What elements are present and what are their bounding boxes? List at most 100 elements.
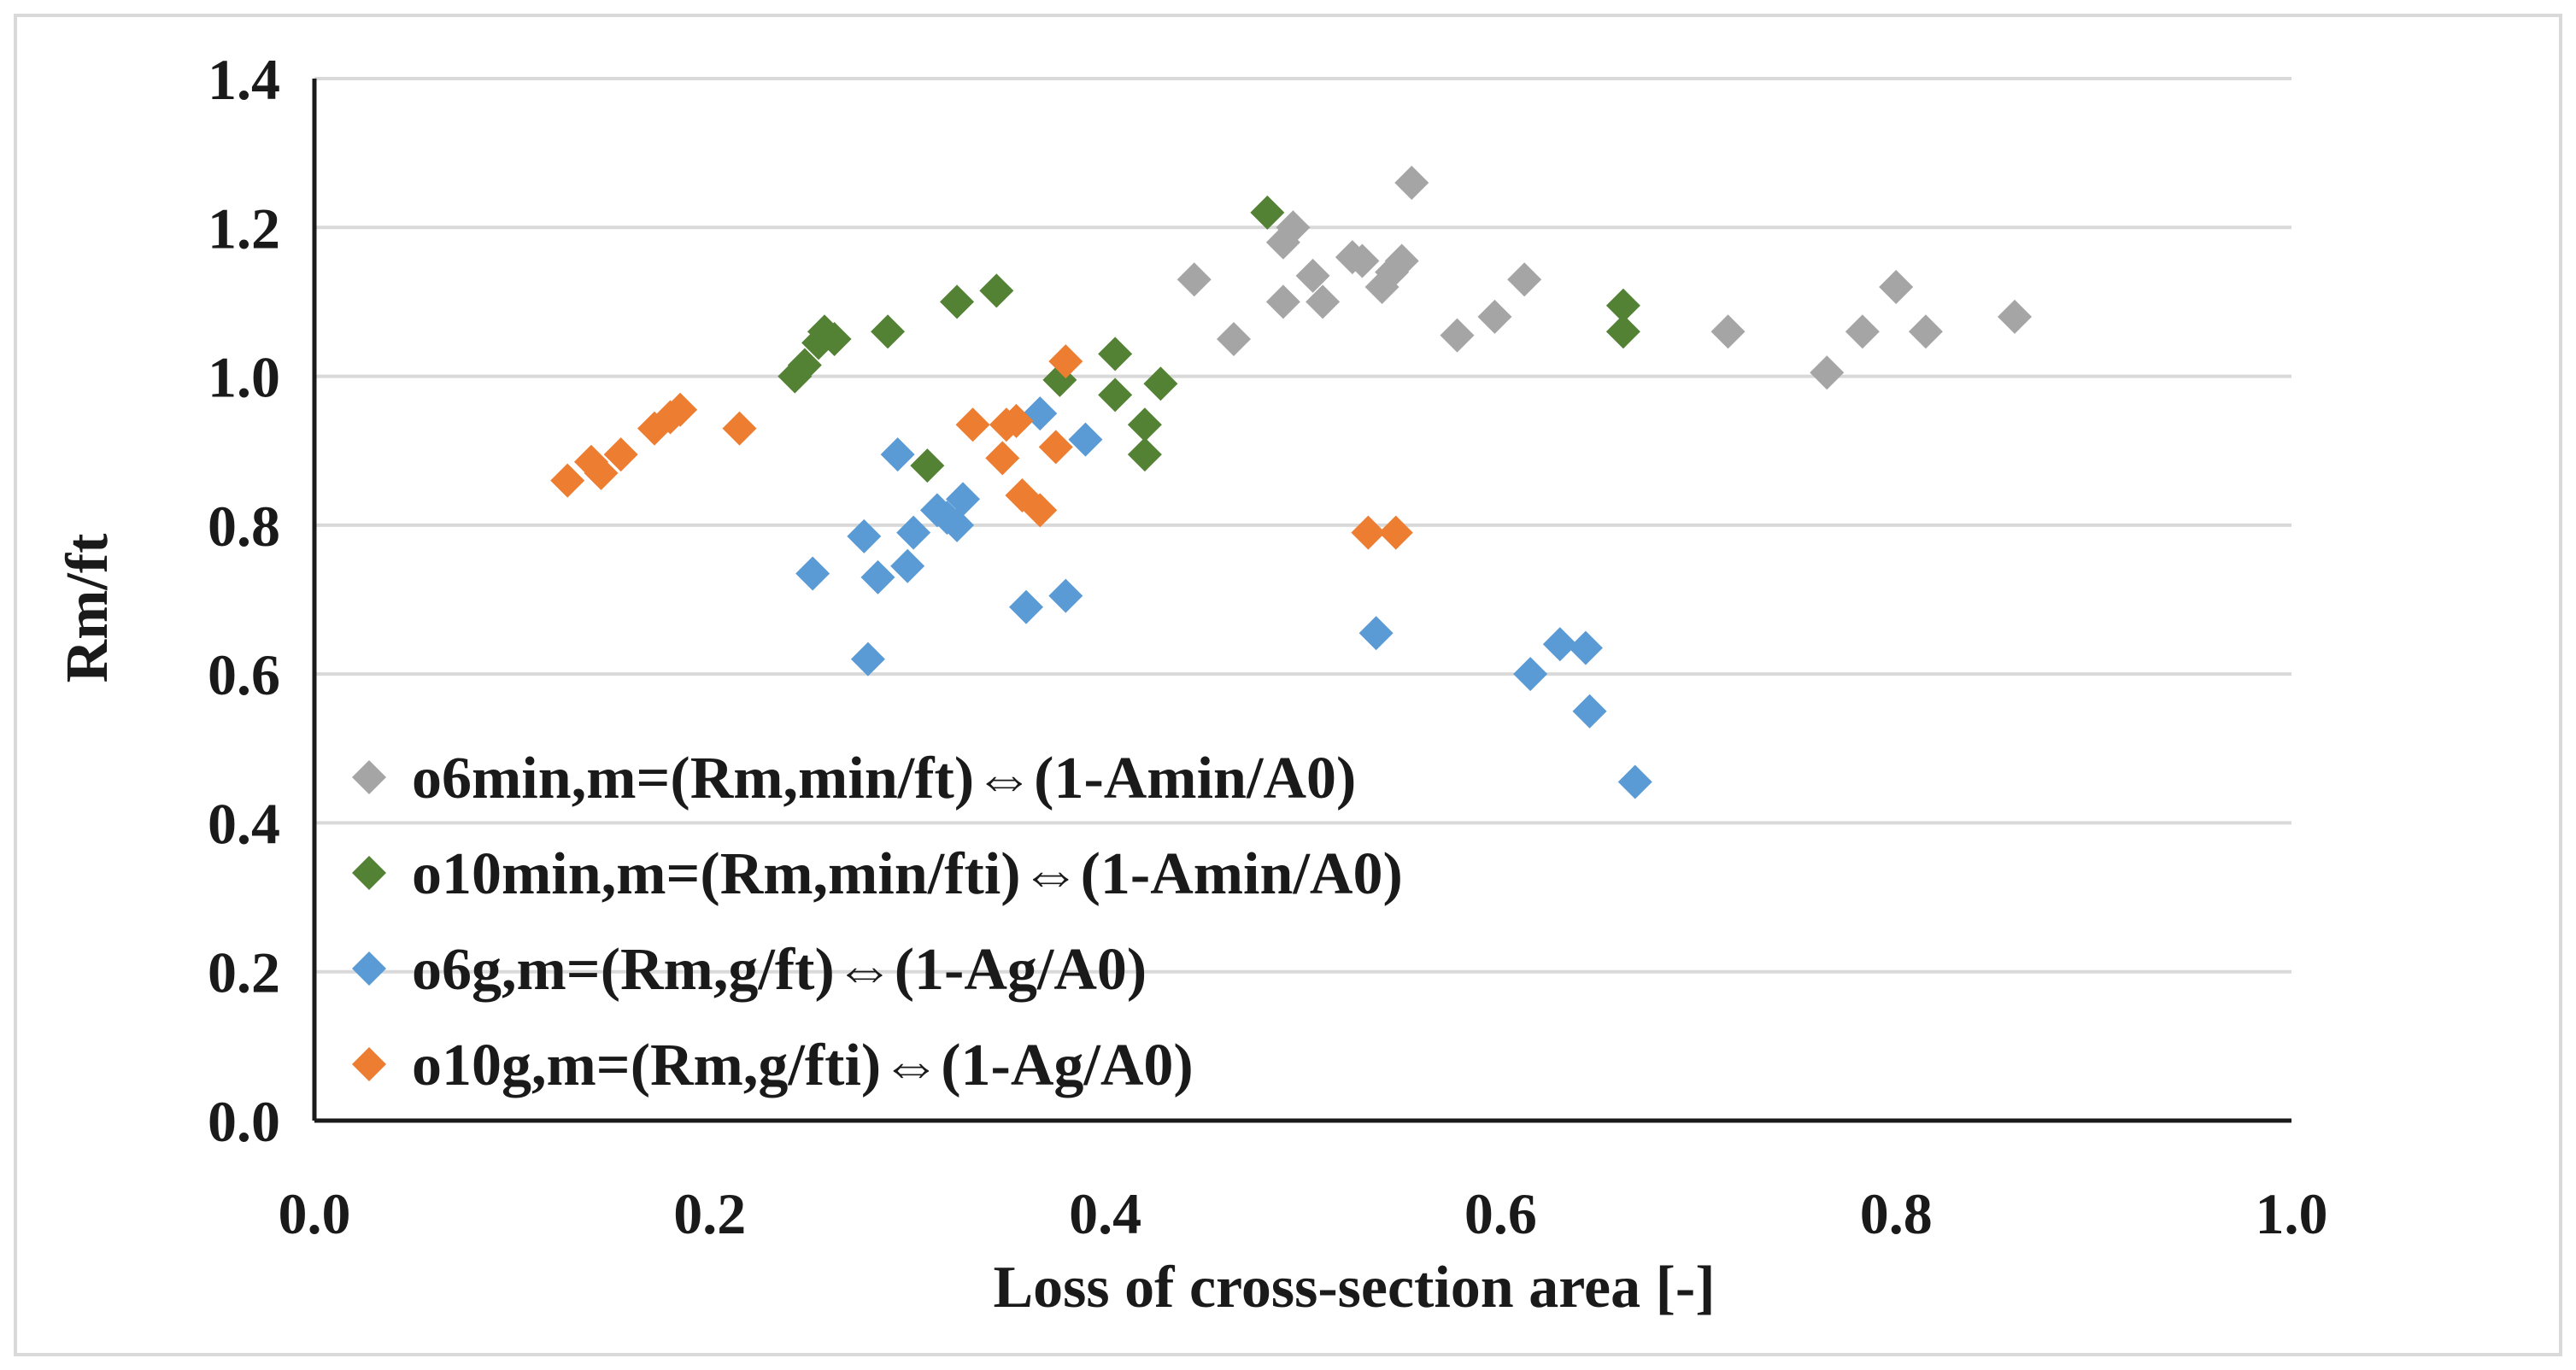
y-tick-label: 1.0	[208, 345, 280, 410]
data-point	[1440, 318, 1475, 353]
data-point	[1384, 243, 1419, 278]
y-tick-label: 0.8	[208, 494, 280, 559]
data-points	[550, 166, 2033, 799]
data-point	[722, 411, 757, 446]
y-tick-label: 1.4	[208, 47, 280, 112]
data-point	[999, 403, 1034, 438]
data-point	[1572, 694, 1607, 729]
data-point	[1845, 314, 1880, 349]
y-axis-title: Rm/ft	[55, 534, 120, 683]
data-point	[1394, 166, 1429, 200]
y-tick-label: 1.2	[208, 196, 280, 261]
data-point	[1143, 366, 1178, 401]
x-axis-title: Loss of cross-section area [-]	[993, 1255, 1715, 1320]
data-point	[550, 463, 585, 498]
tick-labels: 0.0 0.2 0.4 0.6 0.8 1.0 1.2 1.4 0.0 0.2 0.4 0.6 0.8 1…	[208, 47, 2328, 1246]
data-point	[1009, 589, 1044, 624]
x-tick-label: 0.0	[279, 1181, 351, 1246]
data-point	[880, 437, 915, 472]
data-point	[1048, 344, 1083, 379]
data-point	[945, 482, 980, 517]
series-1	[1177, 166, 2033, 390]
data-point	[1542, 627, 1577, 662]
data-point	[1038, 430, 1073, 465]
data-point	[1098, 378, 1133, 413]
data-point	[1265, 284, 1300, 319]
data-point	[1378, 515, 1413, 550]
data-point	[1908, 314, 1943, 349]
data-point	[1477, 299, 1512, 334]
y-tick-label: 0.6	[208, 642, 280, 707]
data-point	[1048, 578, 1083, 613]
data-point	[603, 437, 638, 472]
legend-label: o6g,m=(Rm,g/ft)⇔(1-Ag/A0)	[412, 937, 1147, 1003]
legend-label: o6min,m=(Rm,min/ft)⇔(1-Amin/A0)	[412, 746, 1356, 811]
data-point	[1998, 299, 2033, 334]
data-point	[1217, 322, 1252, 356]
series-2	[777, 195, 1640, 483]
legend-item: o10g,m=(Rm,g/fti)⇔(1-Ag/A0)	[352, 1033, 1194, 1098]
data-point	[1358, 616, 1394, 651]
data-point	[896, 515, 931, 550]
data-point	[910, 448, 945, 483]
axes	[312, 79, 2291, 1123]
data-point	[1507, 262, 1542, 297]
x-tick-label: 0.4	[1069, 1181, 1141, 1246]
x-tick-label: 0.8	[1860, 1181, 1933, 1246]
data-point	[1605, 314, 1640, 349]
data-point	[1810, 355, 1845, 390]
legend-marker	[352, 760, 386, 794]
legend-item: o10min,m=(Rm,min/fti)⇔(1-Amin/A0)	[352, 841, 1403, 907]
data-point	[663, 392, 698, 427]
data-point	[1605, 288, 1640, 323]
legend-marker	[352, 1047, 386, 1081]
y-tick-label: 0.0	[208, 1089, 280, 1154]
x-tick-label: 0.6	[1464, 1181, 1537, 1246]
data-point	[1513, 657, 1548, 692]
data-point	[1351, 515, 1386, 550]
gridlines	[314, 77, 2291, 974]
data-point	[1879, 270, 1914, 304]
data-point	[1306, 284, 1341, 319]
legend-marker	[352, 856, 386, 890]
x-tick-label: 1.0	[2256, 1181, 2328, 1246]
data-point	[1617, 764, 1652, 799]
legend-item: o6min,m=(Rm,min/ft)⇔(1-Amin/A0)	[352, 746, 1356, 811]
data-point	[890, 548, 925, 583]
data-point	[1295, 258, 1330, 293]
data-point	[1177, 262, 1212, 297]
data-point	[795, 556, 830, 591]
series-3	[795, 396, 1652, 799]
legend-label: o10min,m=(Rm,min/fti)⇔(1-Amin/A0)	[412, 841, 1403, 907]
legend-item: o6g,m=(Rm,g/ft)⇔(1-Ag/A0)	[352, 937, 1147, 1003]
legend: o6min,m=(Rm,min/ft)⇔(1-Amin/A0) o10min,m=…	[352, 746, 1403, 1098]
data-point	[940, 284, 975, 319]
data-point	[940, 507, 975, 542]
y-tick-label: 0.4	[208, 791, 280, 856]
legend-marker	[352, 951, 386, 986]
data-point	[850, 641, 885, 676]
data-point	[787, 348, 822, 383]
data-point	[1098, 337, 1133, 372]
data-point	[985, 441, 1020, 476]
data-point	[860, 559, 895, 594]
x-tick-label: 0.2	[673, 1181, 746, 1246]
data-point	[955, 407, 990, 442]
data-point	[1127, 407, 1162, 442]
data-point	[1023, 493, 1058, 528]
y-tick-label: 0.2	[208, 940, 280, 1005]
legend-label: o10g,m=(Rm,g/fti)⇔(1-Ag/A0)	[412, 1033, 1194, 1098]
data-point	[817, 322, 852, 356]
data-point	[1127, 437, 1162, 472]
data-point	[1710, 314, 1746, 349]
data-point	[1276, 210, 1311, 245]
data-point	[1345, 243, 1380, 278]
data-point	[847, 518, 882, 553]
data-point	[584, 455, 619, 490]
data-point	[979, 273, 1014, 308]
data-point	[1568, 630, 1603, 665]
data-point	[1250, 195, 1285, 230]
series-4	[550, 344, 1413, 550]
data-point	[871, 314, 906, 349]
